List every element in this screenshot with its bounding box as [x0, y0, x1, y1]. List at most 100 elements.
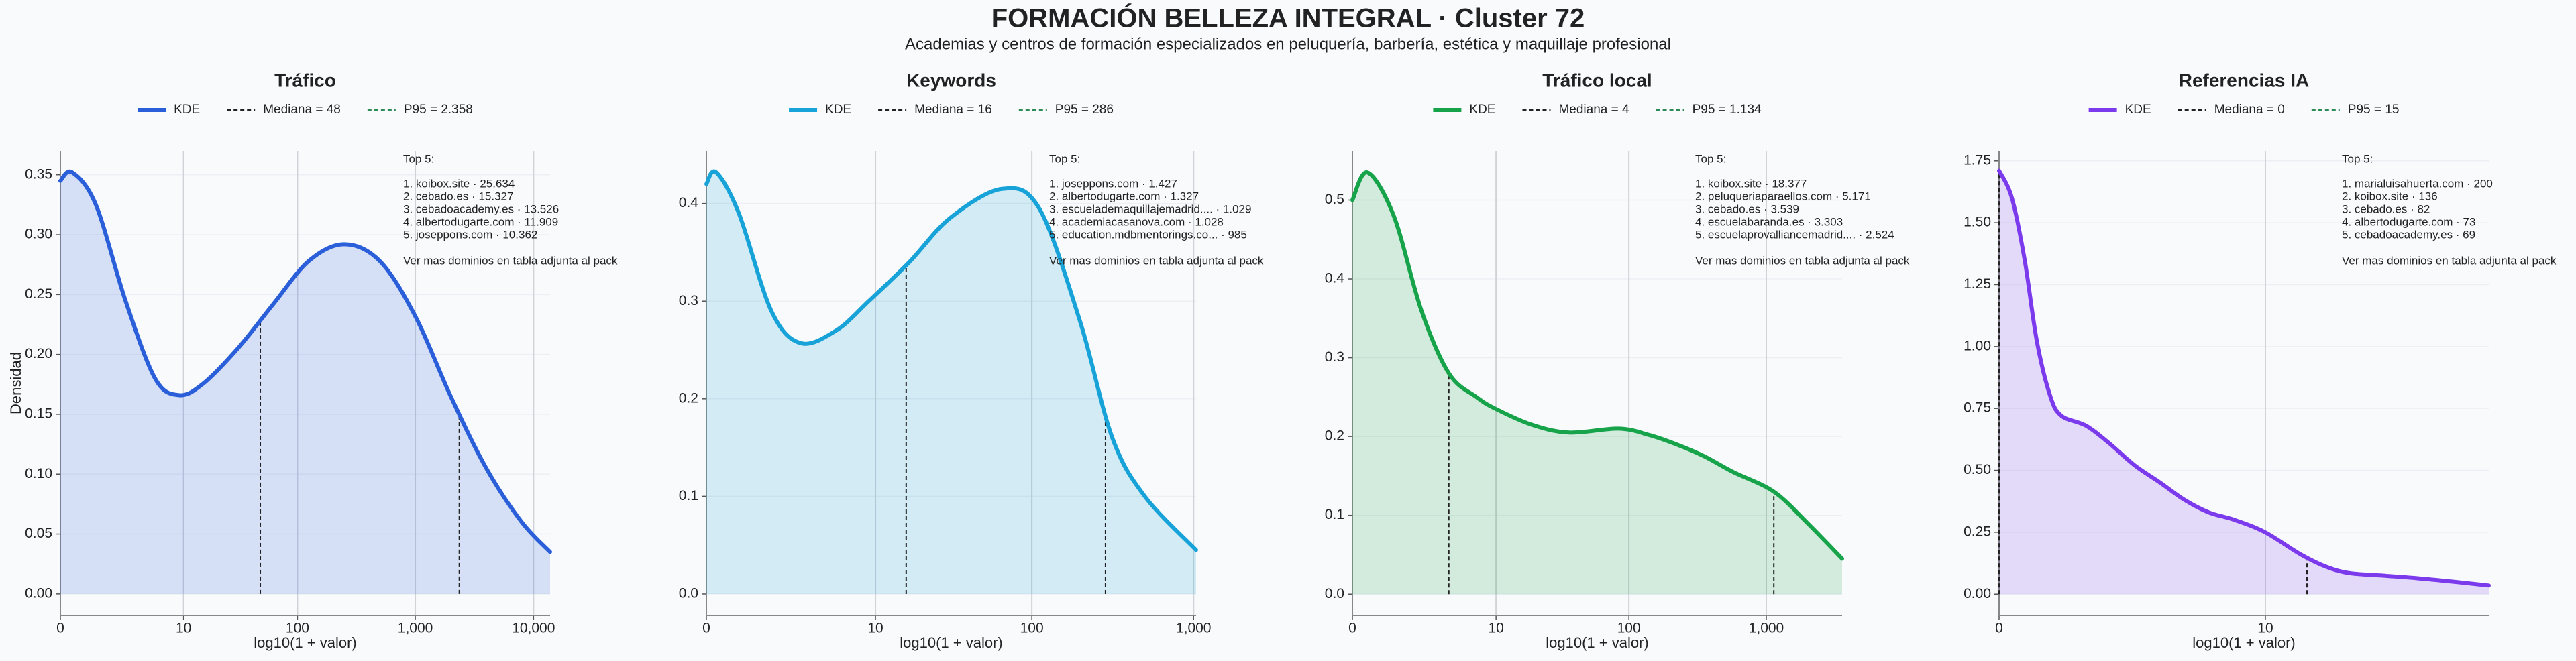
annotation-item: 2. koibox.site · 136	[2342, 190, 2438, 202]
y-tick-label: 0.75	[1964, 400, 1991, 416]
x-tick-label: 100	[1617, 621, 1641, 636]
y-tick-label: 0.5	[1325, 192, 1344, 207]
annotation-footer: Ver mas dominios en tabla adjunta al pac…	[1049, 254, 1264, 267]
y-tick-label: 0.1	[1325, 507, 1344, 522]
legend-label: P95 = 2.358	[404, 103, 473, 117]
y-tick-label: 1.25	[1964, 276, 1991, 292]
panel-title: Tráfico	[274, 70, 336, 91]
y-tick-label: 0.00	[25, 585, 52, 601]
annotation-item: 4. academiacasanova.com · 1.028	[1049, 215, 1224, 228]
kde-area	[60, 171, 550, 594]
x-tick-label: 10	[867, 621, 883, 636]
kde-area	[706, 171, 1196, 594]
annotation-item: 4. escuelabaranda.es · 3.303	[1695, 215, 1843, 228]
kde-line	[1997, 168, 2491, 588]
y-tick-label: 0.3	[1325, 349, 1344, 365]
y-tick-label: 1.75	[1964, 152, 1991, 168]
y-tick-label: 0.3	[679, 293, 698, 308]
legend-label: Mediana = 4	[1558, 103, 1629, 117]
x-axis-label: log10(1 + valor)	[254, 634, 356, 651]
legend-label: P95 = 15	[2348, 103, 2400, 117]
y-tick-label: 0.25	[25, 286, 52, 302]
x-axis-label: log10(1 + valor)	[900, 634, 1002, 651]
annotation-item: 2. peluqueriaparaellos.com · 5.171	[1695, 190, 1871, 202]
annotation-item: 2. cebado.es · 15.327	[403, 190, 513, 202]
x-tick-label: 1,000	[398, 621, 433, 636]
annotation-item: 3. cebadoacademy.es · 13.526	[403, 202, 559, 215]
x-tick-label: 100	[286, 621, 309, 636]
x-tick-label: 10,000	[512, 621, 555, 636]
y-tick-label: 0.05	[25, 526, 52, 541]
x-axis-label: log10(1 + valor)	[1546, 634, 1648, 651]
annotation-item: 5. cebadoacademy.es · 69	[2342, 228, 2475, 241]
legend-label: Mediana = 16	[914, 103, 992, 117]
x-tick-label: 0	[1995, 621, 2003, 636]
annotation-heading: Top 5:	[1695, 152, 1726, 165]
annotation-item: 2. albertodugarte.com · 1.327	[1049, 190, 1199, 202]
y-tick-label: 1.50	[1964, 215, 1991, 230]
annotation-footer: Ver mas dominios en tabla adjunta al pac…	[1695, 254, 1910, 267]
x-tick-label: 1,000	[1749, 621, 1784, 636]
y-tick-label: 0.00	[1964, 586, 1991, 601]
annotation-item: 1. joseppons.com · 1.427	[1049, 177, 1177, 190]
annotation-item: 5. joseppons.com · 10.362	[403, 228, 537, 241]
panel-title: Tráfico local	[1542, 70, 1652, 91]
annotation-footer: Ver mas dominios en tabla adjunta al pac…	[403, 254, 618, 267]
legend-label: KDE	[174, 103, 200, 117]
panel-title: Referencias IA	[2179, 70, 2310, 91]
legend-label: P95 = 1.134	[1693, 103, 1762, 117]
legend-label: KDE	[2125, 103, 2151, 117]
annotation-item: 3. cebado.es · 82	[2342, 202, 2430, 215]
annotation-item: 1. koibox.site · 18.377	[1695, 177, 1807, 190]
y-tick-label: 0.10	[25, 466, 52, 481]
y-tick-label: 0.20	[25, 346, 52, 361]
annotation-item: 3. cebado.es · 3.539	[1695, 202, 1799, 215]
y-tick-label: 0.30	[25, 227, 52, 242]
y-tick-label: 0.2	[1325, 428, 1344, 444]
y-axis-label: Densidad	[7, 352, 24, 414]
y-tick-label: 1.00	[1964, 338, 1991, 353]
annotation-heading: Top 5:	[2342, 152, 2373, 165]
kde-area	[1352, 172, 1842, 595]
x-tick-label: 0	[1348, 621, 1356, 636]
x-tick-label: 10	[176, 621, 191, 636]
y-tick-label: 0.0	[1325, 586, 1344, 601]
x-tick-label: 10	[1488, 621, 1503, 636]
y-tick-label: 0.50	[1964, 462, 1991, 477]
y-tick-label: 0.4	[679, 195, 699, 211]
legend-label: Mediana = 48	[263, 103, 341, 117]
figure-subtitle: Academias y centros de formación especia…	[905, 35, 1671, 53]
legend-label: KDE	[825, 103, 851, 117]
annotation-heading: Top 5:	[1049, 152, 1080, 165]
y-tick-label: 0.35	[25, 166, 52, 182]
x-tick-label: 10	[2257, 621, 2273, 636]
y-tick-label: 0.1	[679, 488, 698, 503]
legend-label: KDE	[1469, 103, 1495, 117]
y-tick-label: 0.0	[679, 586, 698, 601]
annotation-item: 5. escuelaprovalliancemadrid.... · 2.524	[1695, 228, 1894, 241]
y-tick-label: 0.4	[1325, 271, 1345, 286]
x-tick-label: 0	[702, 621, 710, 636]
annotation-item: 3. escuelademaquillajemadrid.... · 1.029	[1049, 202, 1251, 215]
kde-line	[704, 169, 1198, 552]
y-tick-label: 0.2	[679, 390, 698, 406]
y-tick-label: 0.25	[1964, 524, 1991, 539]
x-tick-label: 1,000	[1176, 621, 1212, 636]
annotation-heading: Top 5:	[403, 152, 434, 165]
kde-line	[1350, 170, 1844, 561]
annotation-item: 4. albertodugarte.com · 11.909	[403, 215, 558, 228]
x-axis-label: log10(1 + valor)	[2192, 634, 2295, 651]
legend-label: Mediana = 0	[2214, 103, 2285, 117]
legend-label: P95 = 286	[1055, 103, 1114, 117]
annotation-item: 1. marialuisahuerta.com · 200	[2342, 177, 2493, 190]
figure-title: FORMACIÓN BELLEZA INTEGRAL · Cluster 72	[991, 3, 1585, 34]
annotation-item: 4. albertodugarte.com · 73	[2342, 215, 2475, 228]
kde-line	[58, 169, 552, 554]
y-tick-label: 0.15	[25, 406, 52, 421]
annotation-item: 1. koibox.site · 25.634	[403, 177, 515, 190]
kde-area	[1999, 170, 2489, 595]
x-tick-label: 100	[1020, 621, 1044, 636]
panel-title: Keywords	[906, 70, 996, 91]
